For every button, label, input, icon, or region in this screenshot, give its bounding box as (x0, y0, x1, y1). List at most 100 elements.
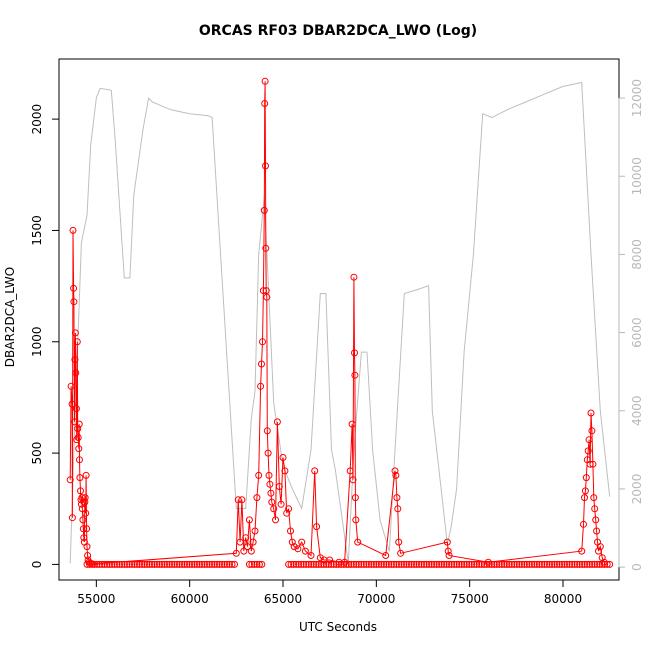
data-point (290, 560, 298, 568)
data-point (578, 560, 586, 568)
data-point (69, 226, 77, 234)
data-point (423, 560, 431, 568)
data-point (568, 560, 576, 568)
data-point (367, 560, 375, 568)
data-point (126, 560, 133, 568)
x-tick-label: 75000 (451, 592, 489, 606)
data-point (81, 494, 89, 502)
data-point (490, 560, 498, 568)
x-tick-label: 70000 (357, 592, 395, 606)
data-point (201, 560, 208, 568)
data-point (453, 560, 461, 568)
data-point (578, 547, 586, 555)
data-point (232, 549, 240, 557)
data-point (234, 496, 242, 504)
data-point (566, 560, 573, 568)
data-point (113, 560, 121, 568)
data-point (259, 338, 266, 346)
data-point (257, 382, 265, 390)
data-point (585, 436, 593, 444)
data-point (398, 560, 405, 568)
data-point (600, 558, 608, 566)
data-point (518, 560, 526, 568)
data-point (413, 560, 420, 568)
data-point (245, 516, 253, 524)
data-point (372, 560, 380, 568)
data-point (66, 476, 74, 484)
data-point (465, 560, 473, 568)
data-point (590, 494, 598, 502)
data-point (354, 538, 362, 546)
data-point (573, 560, 581, 568)
data-point (136, 560, 143, 568)
data-point (548, 560, 556, 568)
data-point (191, 560, 198, 568)
data-point (586, 560, 594, 568)
y2-tick-label: 0 (630, 563, 644, 571)
data-point (571, 560, 579, 568)
data-point (342, 560, 350, 568)
data-point (285, 505, 293, 513)
data-point (352, 516, 360, 524)
data-point (345, 560, 353, 568)
data-point (310, 560, 318, 568)
data-point (443, 538, 451, 546)
data-point (382, 560, 390, 568)
data-point (79, 525, 87, 533)
data-point (326, 556, 334, 564)
y2-tick-label: 10000 (630, 157, 644, 195)
secondary-y-axis: 0 2000 4000 6000 8000 10000 12000 (618, 79, 644, 571)
data-point (292, 560, 300, 568)
data-point (75, 445, 83, 453)
data-point (500, 560, 508, 568)
data-point (463, 560, 471, 568)
data-point (206, 560, 213, 568)
data-point (74, 434, 82, 441)
data-point (561, 560, 568, 568)
data-point (218, 560, 226, 568)
data-point (395, 538, 403, 546)
data-point (116, 560, 123, 568)
data-point (375, 560, 383, 568)
data-point (247, 547, 255, 555)
data-point (272, 516, 279, 524)
data-point (264, 449, 272, 457)
data-point (216, 560, 223, 568)
y-axis: 0 500 1000 1500 2000 (30, 104, 60, 568)
data-point (72, 405, 80, 413)
data-point (418, 560, 425, 568)
data-point (211, 560, 218, 568)
data-point (183, 560, 191, 568)
data-point (592, 516, 600, 524)
data-point (223, 560, 231, 568)
data-point (208, 560, 216, 568)
data-point (290, 543, 298, 551)
data-point (279, 454, 287, 461)
data-point (273, 418, 281, 426)
data-point (315, 560, 323, 568)
data-point (106, 560, 113, 568)
data-point (287, 560, 295, 568)
data-point (83, 543, 91, 551)
data-point (265, 471, 273, 479)
data-point (253, 560, 261, 568)
data-point (480, 560, 488, 568)
data-point (558, 560, 566, 568)
data-point (341, 558, 349, 566)
data-point (546, 560, 553, 568)
data-point (588, 427, 596, 435)
data-point (83, 525, 91, 533)
data-point (213, 560, 221, 568)
data-point (508, 560, 516, 568)
data-point (231, 560, 238, 568)
data-point (68, 400, 76, 408)
data-point (228, 560, 236, 568)
data-point (350, 273, 358, 281)
data-point (262, 287, 270, 295)
data-point (288, 538, 296, 546)
data-point (576, 560, 584, 568)
data-point (89, 560, 97, 568)
data-point (156, 560, 163, 568)
chart-title: ORCAS RF03 DBAR2DCA_LWO (Log) (199, 23, 477, 39)
